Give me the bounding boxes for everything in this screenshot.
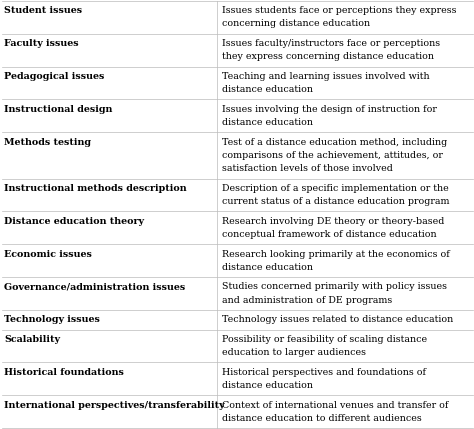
Text: Issues involving the design of instruction for: Issues involving the design of instructi…: [222, 105, 437, 114]
Text: Scalability: Scalability: [4, 335, 60, 344]
Text: and administration of DE programs: and administration of DE programs: [222, 296, 392, 305]
Text: Pedagogical issues: Pedagogical issues: [4, 72, 105, 81]
Text: education to larger audiences: education to larger audiences: [222, 348, 366, 357]
Text: Technology issues related to distance education: Technology issues related to distance ed…: [222, 315, 454, 324]
Text: current status of a distance education program: current status of a distance education p…: [222, 197, 450, 206]
Text: distance education to different audiences: distance education to different audience…: [222, 414, 422, 423]
Text: distance education: distance education: [222, 118, 313, 127]
Text: Possibility or feasibility of scaling distance: Possibility or feasibility of scaling di…: [222, 335, 428, 344]
Text: satisfaction levels of those involved: satisfaction levels of those involved: [222, 164, 393, 173]
Text: International perspectives/transferability: International perspectives/transferabili…: [4, 401, 225, 410]
Text: distance education: distance education: [222, 381, 313, 390]
Text: Historical foundations: Historical foundations: [4, 368, 124, 377]
Text: Issues students face or perceptions they express: Issues students face or perceptions they…: [222, 6, 457, 15]
Text: Research involving DE theory or theory-based: Research involving DE theory or theory-b…: [222, 217, 445, 226]
Text: Methods testing: Methods testing: [4, 138, 91, 147]
Text: Technology issues: Technology issues: [4, 315, 100, 324]
Text: Description of a specific implementation or the: Description of a specific implementation…: [222, 184, 449, 193]
Text: Governance/administration issues: Governance/administration issues: [4, 282, 185, 291]
Text: Student issues: Student issues: [4, 6, 82, 15]
Text: Context of international venues and transfer of: Context of international venues and tran…: [222, 401, 448, 410]
Text: Test of a distance education method, including: Test of a distance education method, inc…: [222, 138, 447, 147]
Text: Economic issues: Economic issues: [4, 250, 92, 259]
Text: Distance education theory: Distance education theory: [4, 217, 144, 226]
Text: conceptual framework of distance education: conceptual framework of distance educati…: [222, 230, 437, 239]
Text: Instructional design: Instructional design: [4, 105, 113, 114]
Text: Research looking primarily at the economics of: Research looking primarily at the econom…: [222, 250, 450, 259]
Text: Studies concerned primarily with policy issues: Studies concerned primarily with policy …: [222, 282, 447, 291]
Text: Instructional methods description: Instructional methods description: [4, 184, 187, 193]
Text: concerning distance education: concerning distance education: [222, 19, 370, 28]
Text: Faculty issues: Faculty issues: [4, 39, 79, 48]
Text: they express concerning distance education: they express concerning distance educati…: [222, 52, 434, 61]
Text: Teaching and learning issues involved with: Teaching and learning issues involved wi…: [222, 72, 430, 81]
Text: Historical perspectives and foundations of: Historical perspectives and foundations …: [222, 368, 426, 377]
Text: comparisons of the achievement, attitudes, or: comparisons of the achievement, attitude…: [222, 151, 443, 160]
Text: distance education: distance education: [222, 85, 313, 94]
Text: Issues faculty/instructors face or perceptions: Issues faculty/instructors face or perce…: [222, 39, 440, 48]
Text: distance education: distance education: [222, 263, 313, 272]
